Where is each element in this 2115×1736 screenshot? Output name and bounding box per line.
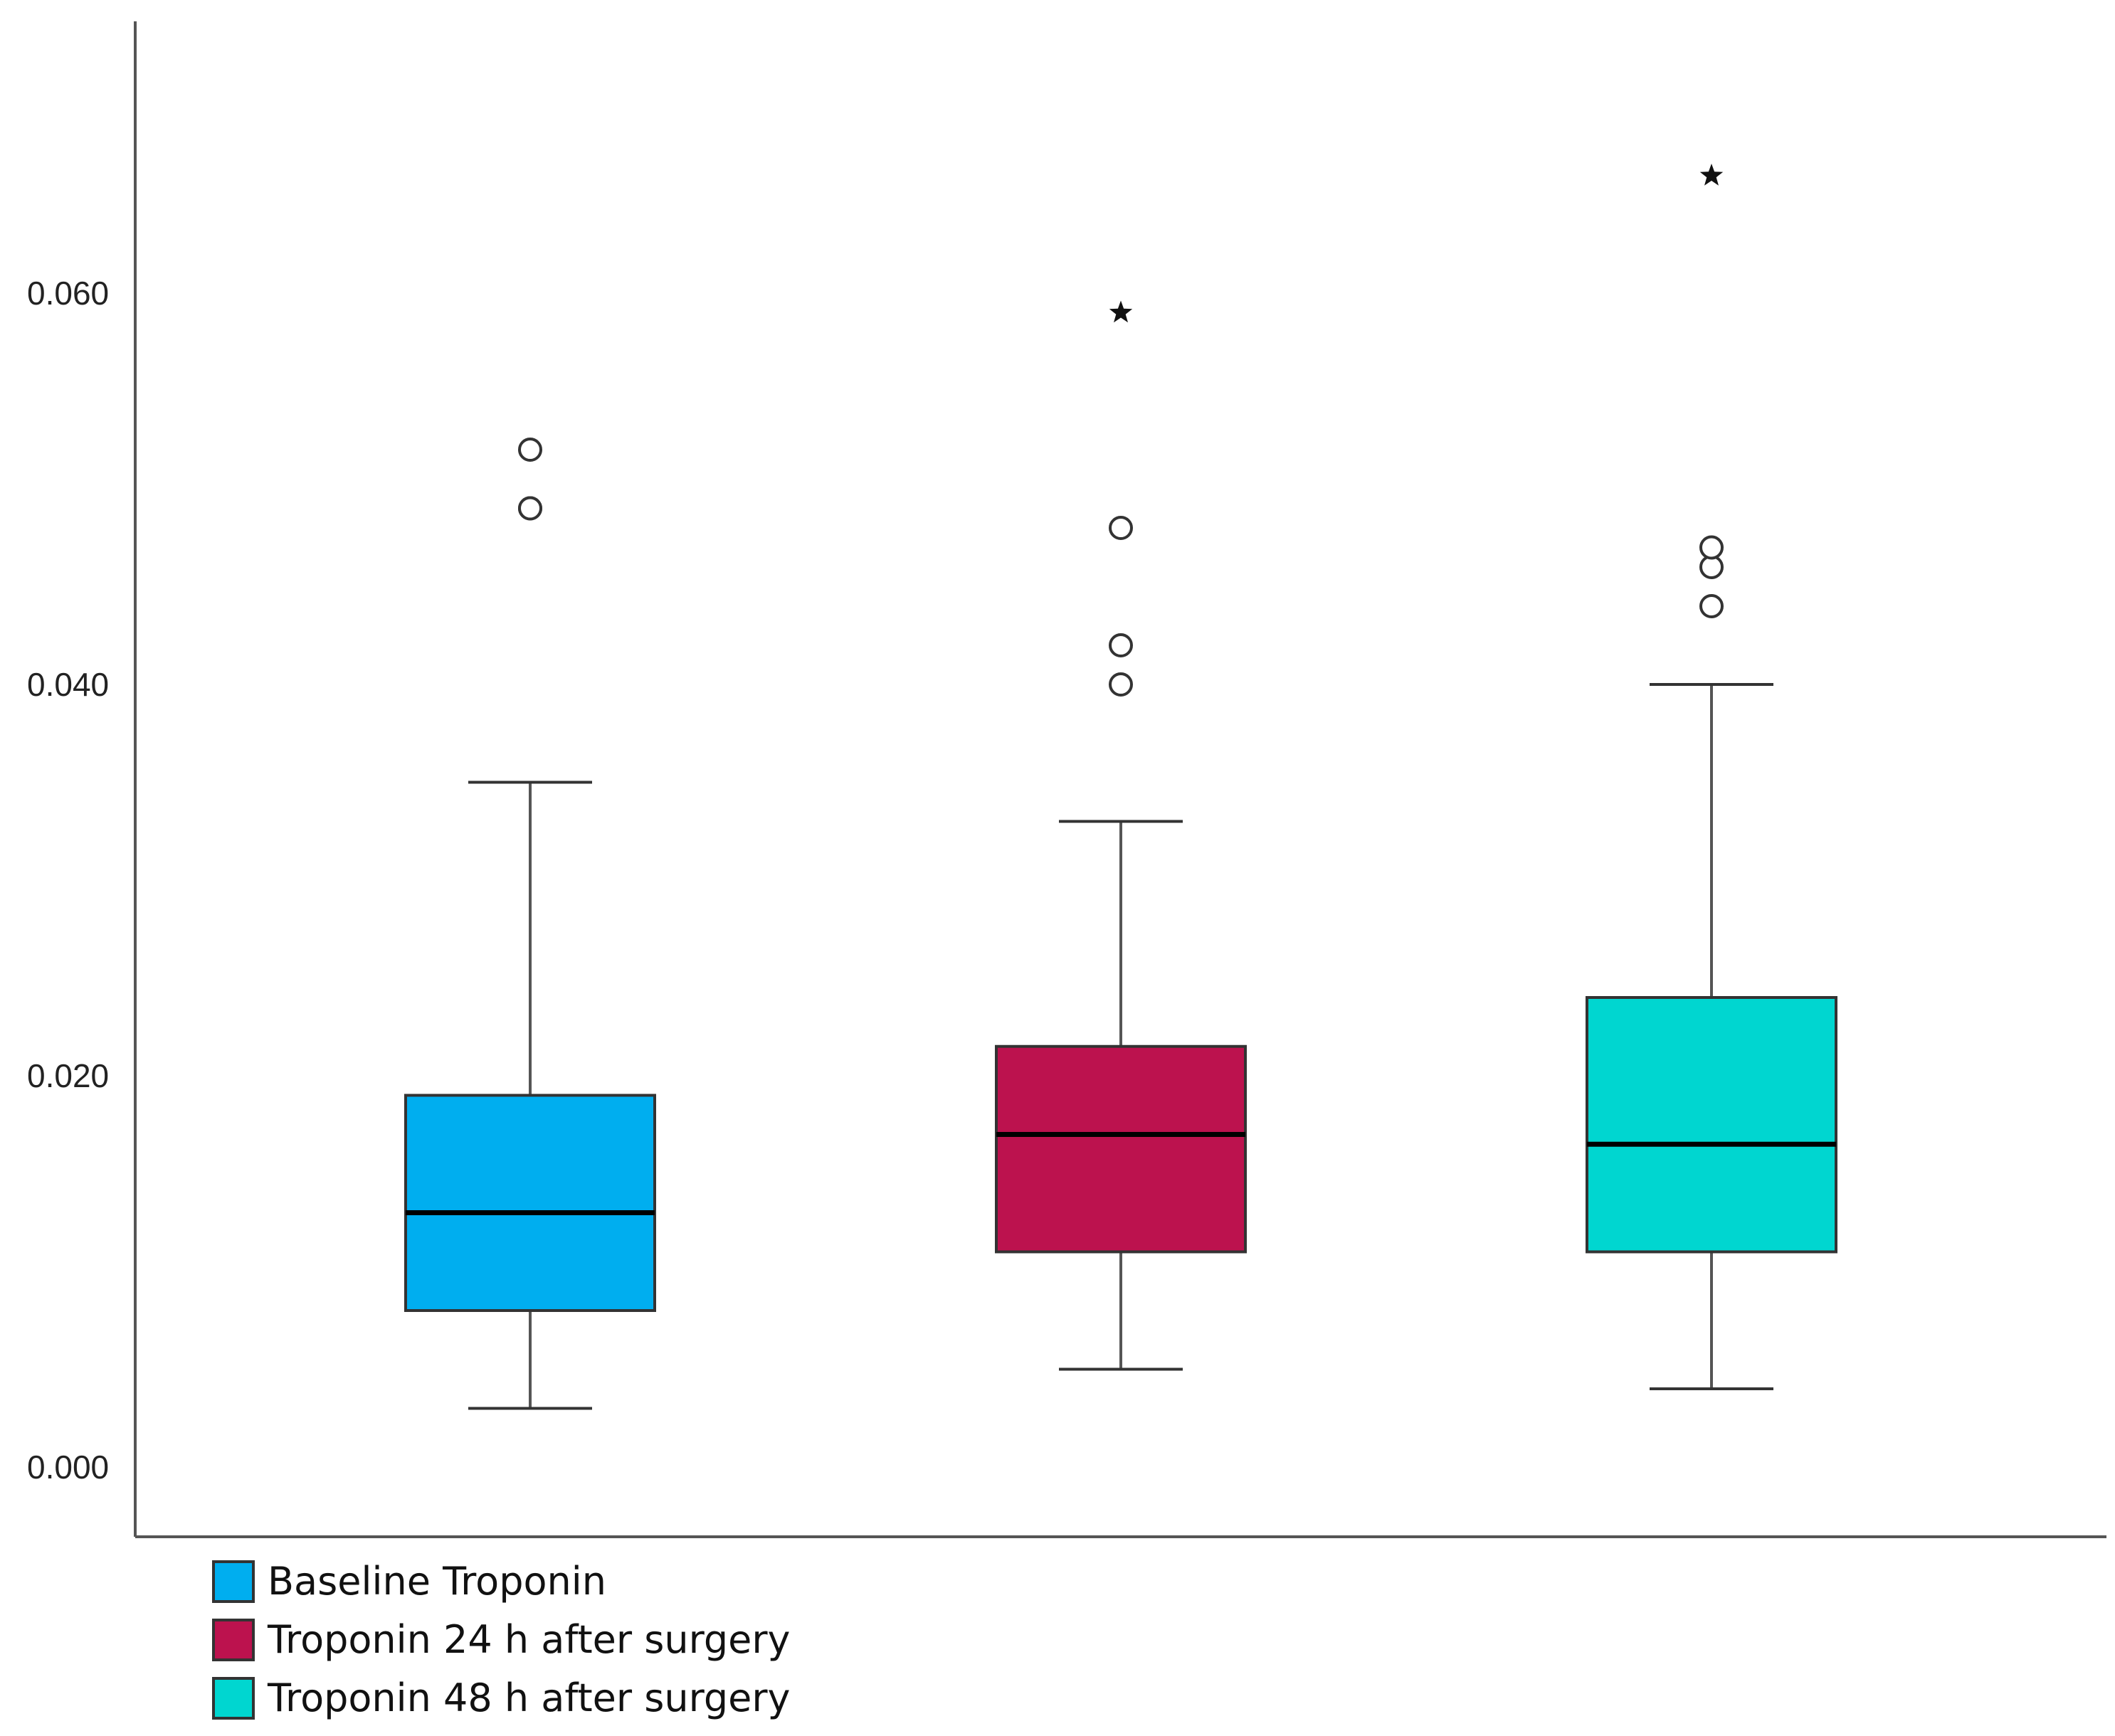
- y-tick-label: 0.020: [27, 1057, 109, 1094]
- outlier-point: [1109, 516, 1133, 540]
- legend-label: Troponin 48 h after surgery: [267, 1676, 790, 1720]
- box-1: [404, 1094, 656, 1312]
- outlier-point: [1109, 672, 1133, 697]
- y-tick-label: 0.060: [27, 275, 109, 312]
- box-2: [995, 1044, 1247, 1254]
- y-tick-label: 0.000: [27, 1449, 109, 1486]
- extreme-outlier-star: [1109, 300, 1133, 323]
- legend-swatch: [212, 1560, 255, 1603]
- outlier-point: [1109, 633, 1133, 657]
- outlier-point: [518, 496, 542, 521]
- legend-swatch: [212, 1619, 255, 1661]
- outlier-point: [518, 438, 542, 462]
- legend-swatch: [212, 1677, 255, 1720]
- outlier-point: [1699, 594, 1724, 618]
- legend-label: Baseline Troponin: [268, 1559, 606, 1604]
- box-3: [1586, 996, 1837, 1254]
- y-tick-label: 0.040: [27, 666, 109, 703]
- legend-label: Troponin 24 h after surgery: [267, 1617, 790, 1662]
- extreme-outlier-star: [1699, 164, 1724, 186]
- outlier-point: [1699, 535, 1724, 560]
